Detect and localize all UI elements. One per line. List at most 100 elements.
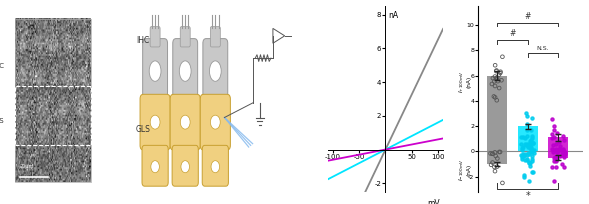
Point [487, 163, 496, 166]
Ellipse shape [210, 115, 220, 129]
Text: N.S.: N.S. [537, 46, 550, 51]
Text: 20μm: 20μm [20, 164, 34, 170]
Point [497, 79, 506, 82]
Bar [487, 75, 507, 151]
Ellipse shape [179, 61, 191, 81]
Point [519, 155, 529, 158]
Point [521, 112, 531, 115]
Point [527, 148, 537, 151]
Point [551, 148, 561, 151]
Ellipse shape [210, 61, 221, 81]
FancyBboxPatch shape [140, 94, 170, 150]
Point [492, 76, 501, 80]
Point [522, 143, 532, 147]
Point [558, 153, 567, 156]
Point [529, 149, 538, 152]
Point [517, 154, 526, 157]
Polygon shape [273, 28, 284, 43]
FancyBboxPatch shape [172, 145, 198, 186]
Text: $I_{+100mV}$
(nA): $I_{+100mV}$ (nA) [457, 71, 472, 93]
Bar [548, 137, 568, 151]
Point [492, 69, 501, 72]
Point [551, 160, 561, 163]
Point [524, 160, 534, 163]
FancyBboxPatch shape [142, 145, 168, 186]
Point [522, 134, 531, 137]
Point [548, 165, 557, 169]
Point [527, 147, 536, 151]
Point [552, 149, 561, 153]
Point [490, 170, 499, 173]
Point [494, 86, 504, 90]
Point [549, 136, 558, 139]
Point [488, 76, 498, 80]
Point [525, 161, 534, 164]
Point [488, 161, 497, 164]
FancyBboxPatch shape [170, 94, 200, 150]
Ellipse shape [181, 161, 190, 173]
Point [555, 145, 564, 148]
Bar [15, 19, 91, 182]
Point [548, 150, 557, 153]
Point [522, 142, 532, 145]
Point [527, 134, 537, 138]
Point [527, 151, 536, 154]
Text: IHC: IHC [136, 36, 150, 45]
Point [486, 152, 495, 155]
Point [522, 144, 531, 147]
FancyBboxPatch shape [143, 39, 167, 100]
Point [528, 154, 537, 157]
Point [494, 73, 504, 76]
Point [528, 171, 538, 174]
Text: GLS: GLS [136, 125, 151, 134]
Point [527, 170, 537, 174]
Point [498, 181, 507, 185]
Text: #: # [524, 12, 531, 21]
Point [549, 149, 558, 152]
Point [555, 154, 565, 157]
Point [527, 117, 537, 120]
Point [492, 70, 501, 73]
Bar [15, 86, 91, 145]
Point [557, 162, 567, 165]
Point [488, 152, 498, 155]
Point [560, 152, 570, 156]
Point [517, 148, 527, 151]
Point [551, 165, 561, 169]
Point [519, 153, 528, 157]
Point [548, 143, 557, 146]
FancyBboxPatch shape [173, 39, 198, 100]
Text: $I_{-100mV}$
(nA): $I_{-100mV}$ (nA) [457, 159, 472, 181]
Point [518, 153, 528, 156]
Text: nA: nA [389, 11, 399, 20]
Point [550, 125, 559, 128]
FancyBboxPatch shape [180, 27, 190, 47]
Point [490, 151, 499, 154]
Point [547, 133, 557, 136]
Point [522, 114, 532, 118]
Point [525, 140, 535, 143]
FancyBboxPatch shape [200, 94, 230, 150]
Text: #: # [509, 29, 515, 38]
Point [560, 139, 569, 142]
Point [558, 148, 567, 151]
Point [526, 149, 535, 152]
Point [519, 174, 529, 177]
Point [551, 142, 560, 145]
Point [527, 145, 536, 149]
Point [517, 143, 526, 146]
Point [489, 165, 499, 169]
Text: *: * [525, 191, 530, 201]
Point [559, 155, 568, 159]
Point [524, 145, 533, 148]
Point [554, 140, 564, 143]
Point [522, 123, 532, 126]
Point [527, 150, 537, 153]
Bar [487, 151, 507, 164]
Point [520, 136, 530, 140]
Point [549, 129, 558, 132]
Ellipse shape [180, 115, 190, 129]
Point [526, 129, 535, 132]
Point [549, 179, 558, 182]
Point [527, 157, 536, 161]
